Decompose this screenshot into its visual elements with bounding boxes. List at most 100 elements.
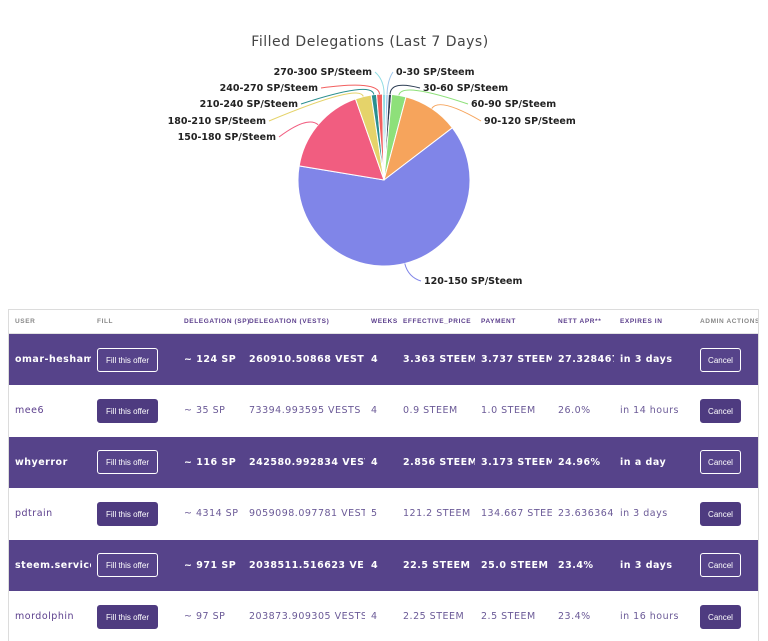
weeks: 4 [371,405,378,417]
slice-leader-line [386,71,394,95]
table-row: whyerror Fill this offer ~ 116 SP 242580.99… [9,436,758,489]
cancel-button[interactable]: Cancel [700,398,741,423]
slice-leader-line [431,104,482,122]
table-row: mee6 Fill this offer ~ 35 SP 73394.993595 V… [9,385,758,437]
cancel-button[interactable]: Cancel [700,501,741,526]
nett-apr: 26.0% [558,405,591,417]
delegations-pie-chart: Filled Delegations (Last 7 Days) 0-30 SP… [0,0,768,300]
user-link[interactable]: whyerror [15,456,68,468]
header-effective-price: EFFECTIVE_PRICE [397,310,475,334]
delegation-vests: 260910.50868 VESTS [249,354,365,365]
slice-label: 30-60 SP/Steem [423,83,508,94]
delegation-sp: ~ 97 SP [184,611,226,623]
delegation-vests: 2038511.516623 VESTS [249,559,365,571]
fill-offer-button[interactable]: Fill this offer [97,347,158,372]
header-delegation-vests: DELEGATION (VESTS) [243,310,365,334]
admin-cell: Cancel [694,334,758,386]
cancel-button[interactable]: Cancel [700,604,741,629]
user-link[interactable]: mee6 [15,405,44,417]
effective-price: 3.363 STEEM [403,354,475,365]
slice-label: 240-270 SP/Steem [220,83,318,94]
expires-in: in 14 hours [620,405,679,417]
slice-label: 180-210 SP/Steem [168,116,266,127]
slice-leader-line [398,89,469,105]
cancel-button[interactable]: Cancel [700,347,741,372]
user-link[interactable]: mordolphin [15,611,74,623]
table-row: pdtrain Fill this offer ~ 4314 SP 9059098.0… [9,488,758,540]
pie-slice [297,127,471,267]
weeks: 5 [371,508,378,520]
nett-apr: 23.636364% [558,508,614,520]
fill-cell: Fill this offer [91,540,178,592]
delegation-sp: ~ 35 SP [184,405,226,417]
pie-chart-svg: Filled Delegations (Last 7 Days) 0-30 SP… [168,34,576,287]
slice-leader-line [268,92,364,122]
delegation-sp: ~ 4314 SP [184,508,239,520]
delegation-vests: 242580.992834 VESTS [249,456,365,468]
fill-offer-button[interactable]: Fill this offer [97,450,158,475]
fill-cell: Fill this offer [91,488,178,540]
slice-leader-line [389,84,421,95]
fill-cell: Fill this offer [91,591,178,641]
weeks: 4 [371,611,378,623]
header-payment: PAYMENT [475,310,552,334]
slice-label: 0-30 SP/Steem [396,67,475,78]
weeks: 4 [371,559,379,571]
fill-offer-button[interactable]: Fill this offer [97,604,158,629]
header-expires-in: EXPIRES IN [614,310,694,334]
slice-leader-line [320,84,381,95]
payment: 2.5 STEEM [481,611,536,623]
pie-slice [381,93,387,181]
delegation-vests: 9059098.097781 VESTS [249,508,365,520]
nett-apr: 23.4% [558,611,591,623]
admin-cell: Cancel [694,591,758,641]
slice-leader-line [278,121,319,138]
weeks: 4 [371,354,379,365]
slice-leader-line [300,88,375,105]
payment: 1.0 STEEM [481,405,536,417]
cancel-button[interactable]: Cancel [700,553,741,578]
chart-title: Filled Delegations (Last 7 Days) [251,34,488,50]
user-link[interactable]: pdtrain [15,508,53,520]
table-row: omar-hesham Fill this offer ~ 124 SP 260910… [9,333,758,386]
weeks: 4 [371,456,379,468]
effective-price: 22.5 STEEM [403,559,471,571]
payment: 25.0 STEEM [481,559,549,571]
table-row: mordolphin Fill this offer ~ 97 SP 203873.9… [9,591,758,641]
effective-price: 2.856 STEEM [403,456,475,468]
fill-offer-button[interactable]: Fill this offer [97,501,158,526]
expires-in: in 3 days [620,559,673,571]
user-link[interactable]: steem.services [15,559,91,571]
table-row: steem.services Fill this offer ~ 971 SP 203… [9,539,758,592]
fill-cell: Fill this offer [91,385,178,437]
payment: 3.173 STEEM [481,456,552,468]
expires-in: in a day [620,456,667,468]
fill-offer-button[interactable]: Fill this offer [97,398,158,423]
delegation-sp: ~ 971 SP [184,559,237,571]
nett-apr: 27.328467% [558,354,614,365]
slice-label: 270-300 SP/Steem [274,67,372,78]
payment: 134.667 STEEM [481,508,552,520]
header-fill: FILL [91,310,178,334]
nett-apr: 23.4% [558,559,594,571]
effective-price: 121.2 STEEM [403,508,471,520]
slice-label: 90-120 SP/Steem [484,116,576,127]
slice-leader-line [374,71,385,95]
delegation-sp: ~ 124 SP [184,354,237,365]
nett-apr: 24.96% [558,456,601,468]
user-link[interactable]: omar-hesham [15,354,91,365]
expires-in: in 3 days [620,508,668,520]
fill-offer-button[interactable]: Fill this offer [97,553,158,578]
table-header-row: USER FILL DELEGATION (SP) DELEGATION (VE… [9,310,758,334]
fill-cell: Fill this offer [91,334,178,386]
header-admin-actions: ADMIN ACTIONS [694,310,758,334]
slice-leader-line [404,263,422,282]
expires-in: in 3 days [620,354,673,365]
admin-cell: Cancel [694,488,758,540]
slice-label: 60-90 SP/Steem [471,99,556,110]
header-delegation-sp: DELEGATION (SP) [178,310,249,334]
payment: 3.737 STEEM [481,354,552,365]
cancel-button[interactable]: Cancel [700,450,741,475]
admin-cell: Cancel [694,437,758,489]
header-nett-apr: NETT APR** [552,310,614,334]
